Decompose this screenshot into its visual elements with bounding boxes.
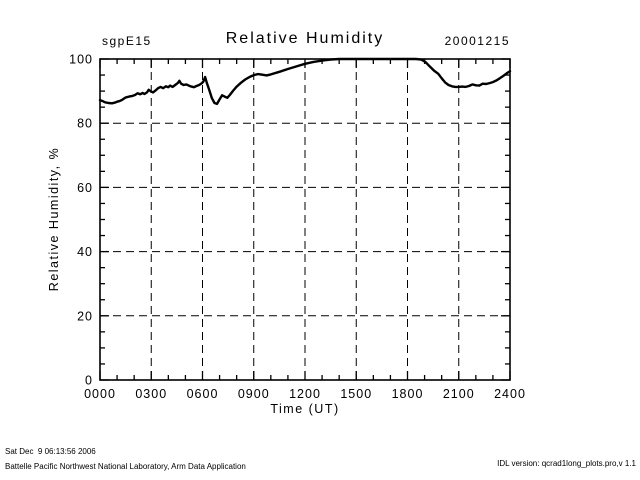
x-tick-label: 1200: [289, 387, 321, 401]
x-tick-label: 0300: [135, 387, 167, 401]
date-label: 20001215: [444, 34, 510, 48]
x-tick-label: 1500: [340, 387, 372, 401]
x-tick-label: 1800: [392, 387, 424, 401]
footer-idl-version: IDL version: qcrad1long_plots.pro,v 1.1: [497, 459, 636, 468]
y-tick-label: 20: [77, 309, 93, 323]
humidity-curve: [98, 57, 512, 106]
plot-title: Relative Humidity: [225, 30, 385, 47]
footer-version-block: IDL version: qcrad1long_plots.pro,v 1.1 …: [446, 441, 636, 480]
y-tick-label: 60: [77, 181, 93, 195]
y-tick-label: 0: [85, 374, 93, 388]
y-tick-label: 80: [77, 117, 93, 131]
x-tick-label: 0000: [84, 387, 116, 401]
y-tick-label: 40: [77, 245, 93, 259]
x-tick-label: 0600: [187, 387, 219, 401]
x-tick-label: 2400: [494, 387, 526, 401]
footer-organization: Battelle Pacific Northwest National Labo…: [5, 462, 246, 471]
y-tick-label: 100: [69, 53, 93, 67]
footer-timestamp: Sat Dec 9 06:13:56 2006: [5, 447, 96, 456]
x-tick-label: 0900: [238, 387, 270, 401]
site-label: sgpE15: [102, 34, 152, 48]
x-axis-label: Time (UT): [270, 402, 340, 416]
x-tick-label: 2100: [443, 387, 475, 401]
